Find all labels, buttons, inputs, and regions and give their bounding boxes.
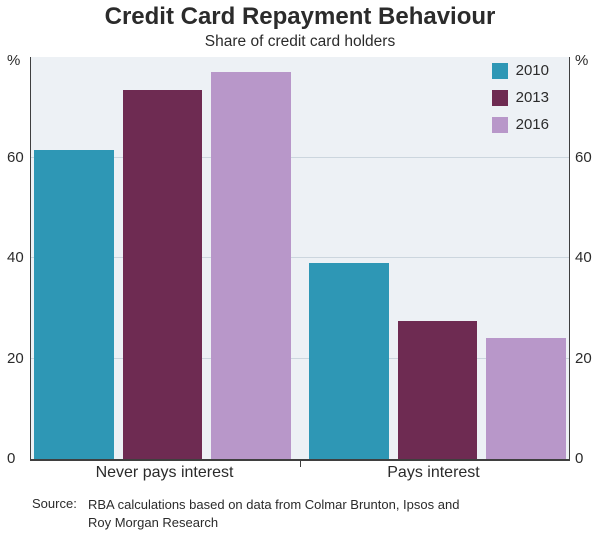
legend: 2010 2013 2016: [491, 62, 549, 133]
bar-group-2: [309, 57, 567, 459]
y-axis-unit: %: [7, 52, 21, 69]
y-axis-left: % 0 20 40 60: [7, 52, 32, 467]
y-tick-label: 40: [7, 249, 24, 266]
x-axis-tick: [300, 461, 301, 467]
legend-item-2016: 2016: [491, 116, 549, 133]
category-label: Never pays interest: [95, 464, 234, 481]
gridline-20: [31, 357, 569, 359]
gridlines: [31, 57, 569, 459]
y-tick-label: 20: [7, 349, 24, 367]
bar-2016: [486, 338, 567, 459]
chart-title: Credit Card Repayment Behaviour: [104, 3, 496, 30]
plot-area: 2010 2013 2016: [30, 57, 570, 467]
legend-swatch-2010: [491, 62, 508, 79]
bar-2013: [397, 320, 478, 459]
legend-item-2013: 2013: [491, 89, 549, 106]
gridline-40: [31, 257, 569, 258]
legend-swatch-2013: [491, 89, 508, 106]
y-tick-label: 0: [7, 450, 16, 467]
source-label: Source:: [32, 496, 77, 511]
bar-groups: [31, 57, 569, 459]
bar-2016: [211, 72, 292, 459]
y-tick-label: 0: [575, 450, 584, 467]
y-axis-unit: %: [575, 52, 589, 69]
bar-group-1: [34, 57, 292, 459]
y-axis-right: % 0 20 40 60: [575, 52, 600, 467]
y-tick-label: 60: [7, 148, 24, 166]
chart-subtitle: Share of credit card holders: [204, 33, 396, 50]
y-tick-label: 20: [575, 349, 592, 367]
x-axis-labels: Never pays interest Pays interest: [30, 464, 568, 482]
source-note: Source: RBA calculations based on data f…: [32, 496, 580, 532]
legend-item-2010: 2010: [491, 62, 549, 79]
gridline-60: [31, 156, 569, 158]
bar-2010: [34, 149, 114, 459]
legend-label: 2013: [515, 89, 549, 106]
category-label: Pays interest: [387, 464, 480, 481]
source-text: RBA calculations based on data from Colm…: [88, 497, 460, 531]
legend-swatch-2016: [491, 116, 508, 133]
bar-2013: [122, 89, 203, 459]
bar-2010: [309, 263, 389, 459]
y-tick-label: 60: [575, 148, 592, 166]
legend-label: 2016: [515, 116, 549, 133]
y-tick-label: 40: [575, 249, 592, 266]
legend-label: 2010: [515, 62, 549, 79]
